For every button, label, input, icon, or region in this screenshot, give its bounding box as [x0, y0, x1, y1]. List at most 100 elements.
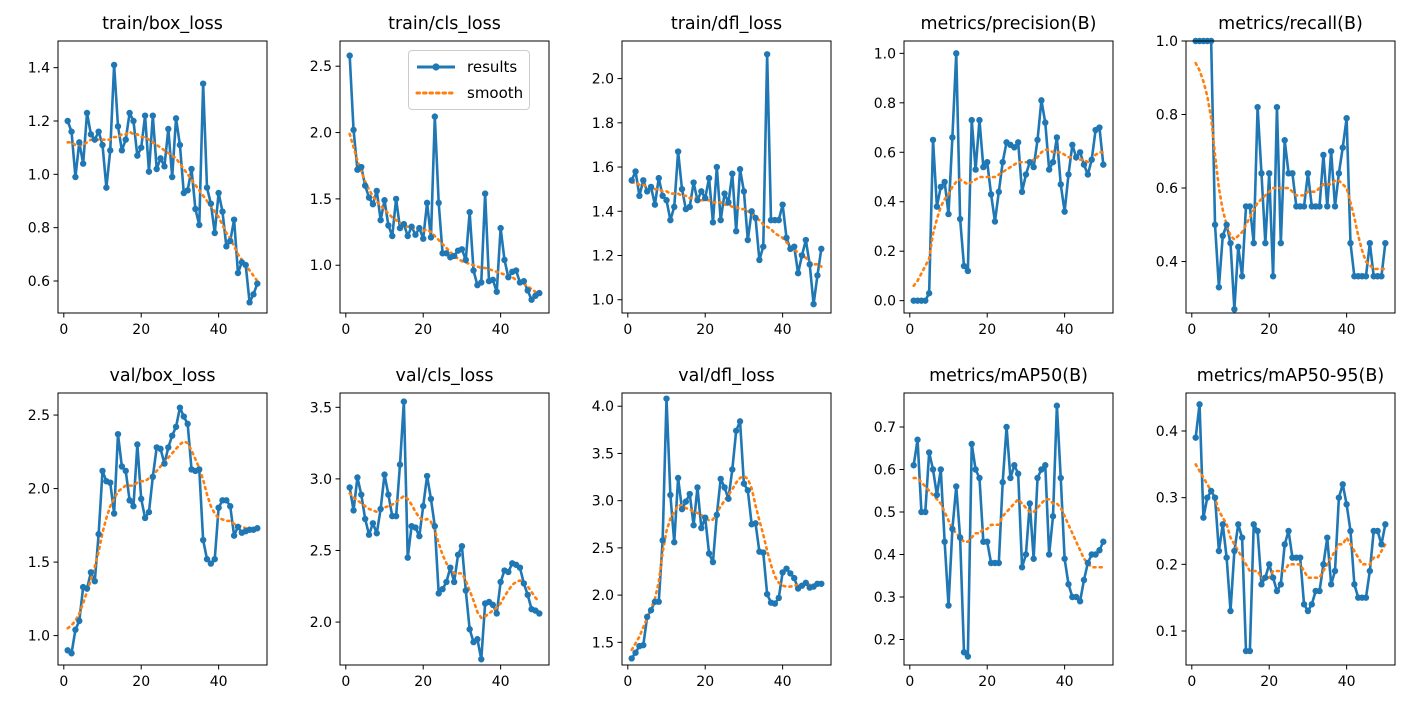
data-point-results [1238, 273, 1246, 280]
data-point-results [153, 165, 160, 173]
data-point-results [416, 224, 423, 232]
data-point-results [83, 109, 91, 117]
data-point-results [497, 224, 504, 232]
y-tick-label: 0.4 [1156, 424, 1178, 440]
data-point-results [999, 479, 1006, 486]
data-point-results [705, 174, 713, 182]
chart-canvas: 0 20 40 1.0 1.5 2.0 2.5 [310, 40, 550, 338]
data-point-results [516, 564, 524, 571]
series-line-smooth [66, 130, 259, 283]
data-point-results [1231, 547, 1238, 555]
data-point-results [1366, 567, 1374, 575]
data-point-results [1211, 494, 1219, 501]
data-point-results [702, 514, 709, 521]
data-point-results [984, 538, 991, 545]
data-point-results [674, 148, 682, 155]
data-point-results [392, 195, 400, 203]
data-point-results [423, 472, 431, 480]
data-point-results [1277, 239, 1285, 247]
data-point-results [1238, 534, 1246, 541]
data-point-results [748, 208, 755, 215]
data-point-results [667, 216, 674, 224]
data-point-results [937, 466, 944, 473]
data-point-results [373, 187, 380, 195]
data-point-results [223, 243, 230, 250]
y-tick-label: 0.6 [874, 145, 896, 161]
chart-canvas: 0 20 40 1.0 1.2 1.4 1.6 1.8 2.0 [592, 40, 832, 338]
data-point-results [207, 560, 215, 567]
data-point-results [528, 296, 535, 303]
data-point-results [760, 243, 767, 250]
data-point-results [385, 491, 392, 498]
data-point-results [1014, 470, 1022, 477]
data-point-results [361, 182, 369, 189]
data-point-results [922, 297, 929, 304]
data-point-results [779, 201, 786, 208]
data-point-results [1347, 527, 1354, 535]
x-tick-label: 40 [1056, 322, 1074, 338]
data-point-results [1100, 161, 1107, 168]
chart-title: val/dfl_loss [678, 366, 775, 386]
data-point-results [686, 203, 693, 211]
data-point-results [1227, 607, 1234, 615]
data-point-results [103, 184, 110, 191]
data-point-results [130, 503, 137, 510]
data-point-results [505, 568, 512, 576]
data-point-results [481, 190, 489, 197]
data-point-results [462, 256, 469, 264]
chart-panel-1: 0 20 40 0.6 0.8 1.0 1.2 1.4 train/box_loss [0, 0, 282, 352]
data-point-results [964, 653, 972, 660]
data-point-results [203, 184, 211, 191]
y-tick-label: 2.5 [310, 543, 332, 559]
data-point-results [1246, 647, 1254, 655]
series-line-results [913, 52, 1105, 302]
data-point-results [976, 474, 983, 482]
data-point-results [956, 215, 964, 223]
data-point-results [1211, 221, 1219, 228]
data-point-results [787, 570, 794, 577]
data-point-results [447, 564, 454, 571]
data-point-results [138, 144, 145, 151]
data-point-results [740, 480, 748, 487]
data-point-results [929, 466, 937, 473]
data-point-results [1343, 501, 1350, 508]
y-tick-label: 0.2 [874, 244, 896, 260]
data-point-results [732, 227, 740, 235]
data-point-results [798, 252, 806, 259]
data-point-results [818, 580, 825, 587]
data-point-results [450, 252, 458, 260]
data-point-results [87, 131, 95, 138]
data-point-results [1273, 587, 1281, 595]
data-point-results [68, 128, 75, 135]
plot-frame [903, 392, 1114, 666]
data-point-results [791, 243, 798, 250]
y-tick-label: 4.0 [592, 399, 614, 415]
data-point-results [945, 602, 952, 609]
y-tick-label: 1.0 [310, 258, 332, 274]
data-point-results [922, 508, 929, 516]
data-point-results [690, 522, 697, 529]
y-tick-label: 2.0 [592, 588, 614, 604]
data-point-results [1378, 273, 1385, 280]
data-point-results [933, 203, 941, 210]
data-point-results [640, 177, 647, 184]
data-point-results [373, 530, 380, 537]
data-point-results [242, 261, 249, 269]
data-point-results [964, 267, 972, 275]
series-line-smooth [912, 476, 1105, 569]
data-point-results [663, 197, 670, 204]
data-point-results [1308, 601, 1315, 608]
data-point-results [1034, 136, 1041, 144]
y-tick-label: 1.2 [592, 249, 614, 265]
data-point-results [172, 115, 180, 122]
chart-panel-2: 0 20 40 1.0 1.5 2.0 2.5 train/cls_loss results… [282, 0, 564, 352]
data-point-results [914, 436, 921, 443]
data-point-results [1324, 203, 1331, 210]
data-point-results [427, 495, 435, 503]
data-point-results [968, 440, 975, 448]
data-point-results [350, 126, 357, 134]
y-tick-label: 3.0 [592, 494, 614, 510]
data-point-results [1038, 97, 1045, 104]
data-point-results [678, 505, 686, 513]
legend-label-results: results [467, 58, 518, 76]
